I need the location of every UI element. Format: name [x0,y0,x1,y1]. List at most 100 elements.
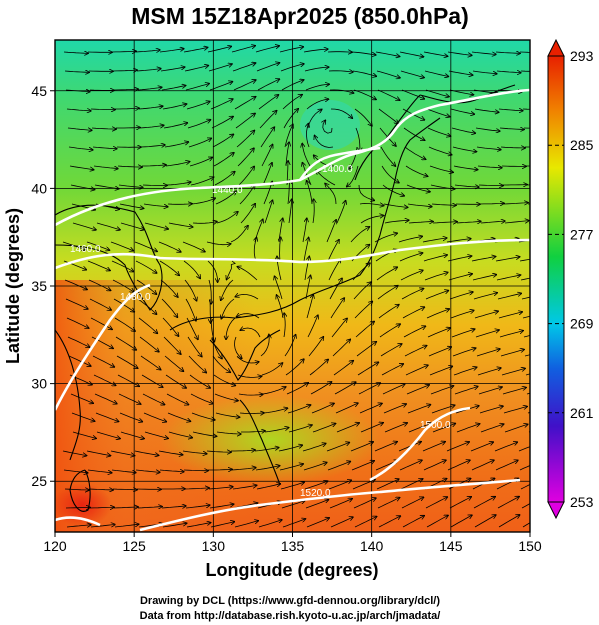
streamline [284,124,293,148]
streamline [241,431,265,432]
streamline [404,146,426,159]
streamline [400,70,424,78]
streamline [118,184,143,188]
streamline [327,240,339,262]
streamline [232,485,257,490]
streamline [256,63,280,72]
streamline [404,346,427,357]
streamline [378,108,398,123]
streamline [184,66,208,72]
streamline [91,336,113,348]
streamline [159,470,184,472]
streamline [90,317,112,329]
streamline [498,109,523,111]
streamline [360,423,383,433]
streamline [142,165,166,166]
streamline [408,222,433,224]
streamline [184,488,209,489]
contour-1520-west [55,516,101,527]
colorbar-tick-label: 285 [570,137,594,153]
streamline [495,460,518,471]
streamline [164,142,188,148]
streamline [356,342,376,357]
streamline [182,450,207,454]
streamline [381,165,399,183]
contour-label-1500: 1500.0 [420,420,451,431]
streamline [473,497,495,509]
warm-spot-taiwan [55,483,112,527]
contour-1400 [298,146,381,181]
streamline [184,279,197,301]
streamline [63,52,88,53]
streamline [306,518,329,528]
streamline [314,155,335,167]
streamline [501,368,525,376]
streamline [116,127,140,128]
streamline [302,144,311,167]
contour-label-1440: 1440.0 [212,185,243,196]
streamline [424,272,448,281]
streamline [68,355,91,366]
streamline [399,460,422,471]
streamline [447,256,472,262]
streamline [208,469,232,470]
streamline [206,241,231,245]
x-tick-label: 125 [122,538,146,554]
streamline [160,67,185,72]
streamline [383,404,406,414]
streamline [357,362,378,376]
streamline [450,310,474,319]
streamline [165,162,190,167]
streamline [208,279,211,304]
streamline [330,108,352,118]
streamline [524,354,530,357]
streamline [449,497,471,509]
colorbar-tick-label: 253 [570,494,594,510]
streamline [140,145,165,147]
streamline [406,184,430,192]
streamline [325,184,337,205]
x-axis-ticks: 120 125 130 135 140 145 150 [43,532,542,554]
contour-1460 [55,238,530,270]
footer-credit-drawing: Drawing by DCL (https://www.gfd-dennou.o… [140,595,440,607]
streamline [499,128,524,130]
x-tick-label: 150 [518,538,542,554]
streamline [234,521,258,528]
streamline [136,69,161,71]
streamline [64,71,89,72]
streamline [472,275,496,281]
colorbar-bottom-triangle [547,501,565,520]
streamline [262,163,272,186]
streamline [427,127,451,136]
streamline [275,276,283,300]
streamline [143,203,168,207]
streamline [375,51,400,57]
streamline [326,220,336,243]
streamline [381,364,403,376]
streamline [143,412,166,422]
streamline [209,82,233,91]
streamline [480,221,505,223]
streamline [423,255,447,262]
streamline [89,507,114,508]
streamline [234,336,242,358]
streamline [355,321,374,338]
streamline [139,125,164,129]
streamline [498,312,522,319]
streamline [328,71,353,72]
streamline [423,460,446,471]
streamline [239,413,264,414]
streamline [110,241,133,251]
streamline [284,313,285,338]
streamline [376,479,399,490]
streamline [89,298,111,310]
streamline [240,204,255,224]
streamline [188,138,211,148]
streamline [471,460,494,471]
streamline [209,504,234,509]
streamline [238,394,263,395]
streamline [308,337,323,357]
x-tick-label: 120 [43,538,67,554]
streamline [473,293,497,300]
streamline [159,260,179,275]
